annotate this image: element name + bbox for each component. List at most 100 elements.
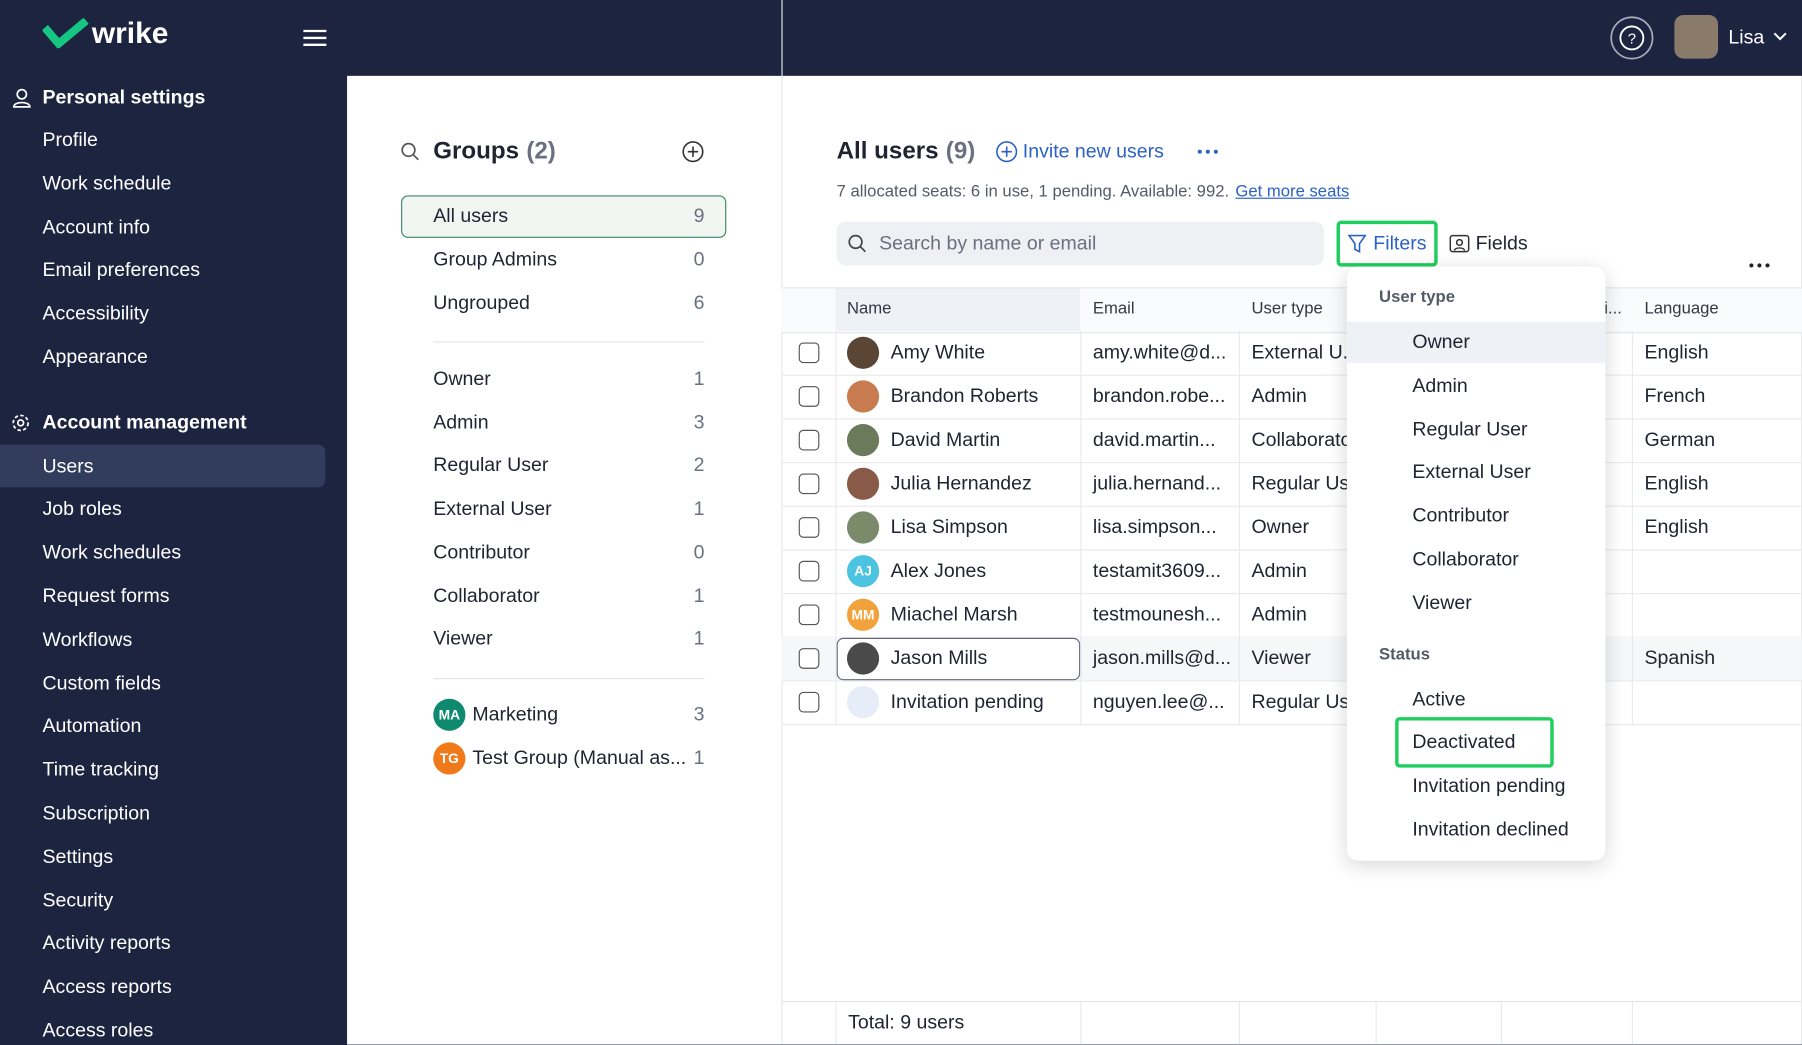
nav-item[interactable]: Custom fields (42, 671, 161, 694)
dropdown-option[interactable]: External User (1412, 461, 1531, 484)
group-name[interactable]: Group Admins (433, 248, 558, 271)
row-checkbox[interactable] (798, 560, 820, 582)
dropdown-option[interactable]: Invitation pending (1412, 774, 1566, 797)
row-checkbox[interactable] (798, 429, 820, 451)
role-name[interactable]: Contributor (433, 541, 530, 563)
nav-item[interactable]: Security (42, 888, 114, 911)
nav-item[interactable]: Request forms (42, 584, 170, 607)
user-language: French (1644, 384, 1706, 407)
row-checkbox[interactable] (798, 604, 820, 626)
nav-item[interactable]: Appearance (42, 345, 148, 368)
fields-label[interactable]: Fields (1475, 232, 1528, 254)
dropdown-option[interactable]: Deactivated (1412, 731, 1516, 754)
row-checkbox[interactable] (798, 473, 820, 495)
user-name[interactable]: Lisa Simpson (890, 515, 1008, 538)
nav-item[interactable]: Profile (42, 128, 98, 151)
nav-item[interactable]: Activity reports (42, 932, 171, 955)
user-avatar (846, 424, 880, 457)
help-button[interactable]: ? (1609, 15, 1655, 61)
panel-divider (781, 0, 783, 1045)
nav-item[interactable]: Users (42, 454, 94, 477)
filters-button[interactable] (1336, 220, 1438, 267)
footer-cell-line (1238, 1002, 1240, 1045)
role-name[interactable]: Owner (433, 367, 491, 390)
nav-item[interactable]: Accessibility (42, 302, 149, 325)
user-avatar (846, 336, 880, 369)
row-checkbox[interactable] (798, 517, 820, 538)
team-name[interactable]: Test Group (Manual as... (472, 746, 687, 769)
user-menu-caret[interactable] (1773, 32, 1787, 41)
search-box[interactable] (836, 221, 1324, 266)
user-email: david.martin... (1092, 428, 1216, 451)
user-avatar[interactable] (1674, 14, 1719, 59)
invite-icon[interactable] (995, 140, 1018, 163)
nav-item[interactable]: Email preferences (42, 259, 200, 281)
nav-item[interactable]: Automation (42, 715, 142, 737)
user-name[interactable]: Julia Hernandez (890, 472, 1032, 495)
dropdown-section: User type (1379, 288, 1455, 307)
group-selected[interactable] (401, 195, 727, 238)
dropdown-option[interactable]: Collaborator (1412, 548, 1519, 571)
cell-line (835, 680, 837, 724)
nav-item[interactable]: Subscription (42, 802, 151, 824)
column-header[interactable]: User type (1251, 299, 1323, 319)
table-more[interactable] (1747, 257, 1772, 271)
user-name[interactable]: Invitation pending (890, 690, 1044, 713)
user-name[interactable]: Alex Jones (890, 559, 987, 582)
column-header[interactable]: i... (1604, 299, 1622, 319)
nav-item[interactable]: Time tracking (42, 758, 160, 781)
seats-link[interactable]: Get more seats (1235, 182, 1350, 202)
user-name[interactable]: Jason Mills (890, 646, 988, 669)
user-name[interactable]: Amy White (890, 341, 986, 364)
filters-label[interactable]: Filters (1373, 232, 1427, 254)
role-name[interactable]: Collaborator (433, 584, 540, 607)
user-type: Admin (1251, 603, 1307, 626)
role-name[interactable]: Admin (433, 411, 489, 433)
dropdown-option[interactable]: Owner (1412, 330, 1470, 353)
column-header[interactable]: Name (846, 299, 892, 319)
dropdown-option[interactable]: Active (1412, 687, 1466, 710)
nav-item[interactable]: Settings (42, 845, 114, 868)
nav-item[interactable]: Work schedules (42, 541, 182, 564)
more-actions[interactable] (1195, 144, 1220, 158)
svg-text:?: ? (1628, 31, 1636, 48)
nav-item[interactable]: Work schedule (42, 172, 172, 194)
user-name[interactable]: David Martin (890, 428, 1001, 451)
user-email: testmounesh... (1092, 603, 1222, 626)
user-type: Viewer (1251, 646, 1311, 669)
role-name[interactable]: Viewer (433, 627, 493, 650)
user-name[interactable]: Lisa (1728, 26, 1765, 49)
group-search[interactable] (400, 141, 421, 162)
dropdown-option[interactable]: Viewer (1412, 591, 1472, 614)
nav-item[interactable]: Workflows (42, 628, 133, 651)
column-header[interactable]: Language (1644, 299, 1719, 319)
role-name[interactable]: External User (433, 497, 552, 520)
row-checkbox[interactable] (798, 691, 820, 713)
menu-button[interactable] (302, 28, 327, 49)
team-name[interactable]: Marketing (472, 703, 559, 726)
nav-item[interactable]: Access roles (42, 1019, 154, 1042)
user-email: brandon.robe... (1092, 384, 1226, 407)
column-header[interactable]: Email (1092, 299, 1135, 319)
filter-icon (1347, 233, 1367, 254)
nav-item[interactable]: Account info (42, 215, 151, 238)
row-checkbox[interactable] (798, 386, 820, 407)
user-name[interactable]: Miachel Marsh (890, 603, 1018, 626)
group-name[interactable]: Ungrouped (433, 291, 530, 314)
row-checkbox[interactable] (798, 342, 820, 364)
group-count: 1 (693, 497, 705, 520)
invite-link[interactable]: Invite new users (1022, 140, 1164, 163)
add-group[interactable] (681, 140, 704, 163)
dropdown-option[interactable]: Invitation declined (1412, 818, 1569, 841)
nav-item[interactable]: Job roles (42, 497, 122, 520)
dropdown-option[interactable]: Contributor (1412, 504, 1510, 527)
personal-icon (11, 87, 32, 108)
dropdown-option[interactable]: Admin (1412, 374, 1468, 397)
search-placeholder[interactable]: Search by name or email (879, 232, 1097, 254)
dropdown-option[interactable]: Regular User (1412, 417, 1528, 440)
user-name[interactable]: Brandon Roberts (890, 384, 1039, 407)
group-name[interactable]: All users (433, 204, 509, 227)
row-checkbox[interactable] (798, 648, 820, 669)
nav-item[interactable]: Access reports (42, 975, 172, 998)
role-name[interactable]: Regular User (433, 454, 549, 477)
